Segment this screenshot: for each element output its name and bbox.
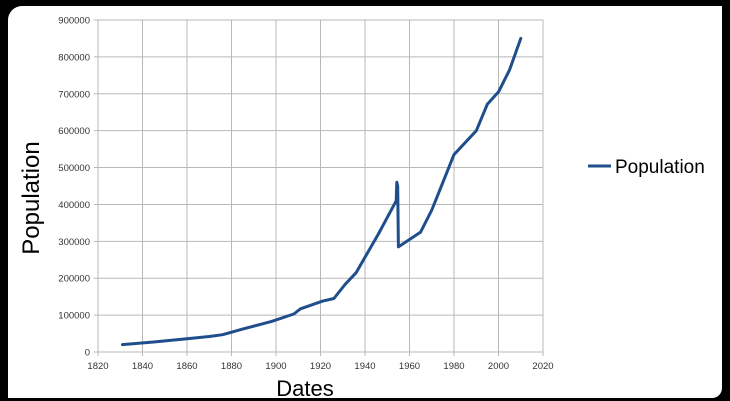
data-point <box>441 181 445 184</box>
x-tick-label: 1820 <box>87 361 108 372</box>
line-chart: 1820 1840 1860 1880 1900 1920 1940 1960 1980 2000… <box>18 16 705 399</box>
y-tick-label: 0 <box>85 348 90 359</box>
data-point <box>121 343 124 346</box>
x-axis-ticks: 1820 1840 1860 1880 1900 1920 1940 1960 1980 2000… <box>87 361 553 372</box>
data-point <box>221 333 224 336</box>
x-tick-label: 2000 <box>488 361 509 372</box>
x-tick-label: 1880 <box>221 361 242 372</box>
y-tick-label: 200000 <box>58 274 90 285</box>
y-tick-label: 500000 <box>58 163 90 174</box>
data-point <box>430 208 433 212</box>
grid-lines <box>94 19 544 356</box>
data-point <box>377 232 380 236</box>
data-point <box>321 299 324 303</box>
data-point <box>332 297 336 300</box>
data-point <box>152 340 155 344</box>
data-point <box>354 271 358 274</box>
x-tick-label: 1840 <box>132 361 153 372</box>
data-point <box>394 199 398 202</box>
data-point <box>343 283 347 286</box>
data-point <box>395 181 399 184</box>
y-axis-title: Population <box>18 141 45 254</box>
data-point <box>486 102 489 106</box>
data-point <box>475 129 478 132</box>
series-layer <box>121 36 523 347</box>
data-point <box>508 68 511 71</box>
x-tick-label: 1900 <box>265 361 286 372</box>
y-tick-label: 700000 <box>58 89 90 100</box>
data-point <box>292 312 295 316</box>
series-line-population <box>121 36 523 347</box>
data-point <box>241 327 244 331</box>
y-tick-label: 100000 <box>58 311 90 322</box>
data-point <box>397 245 400 249</box>
y-tick-label: 300000 <box>58 237 90 248</box>
data-point <box>519 37 522 40</box>
legend-label: Population <box>615 157 705 178</box>
x-tick-label: 1860 <box>176 361 197 372</box>
y-tick-label: 400000 <box>58 200 90 211</box>
y-tick-label: 900000 <box>58 16 90 27</box>
data-point <box>419 230 422 234</box>
data-point <box>497 90 500 94</box>
y-axis-ticks: 0 100000 200000 300000 400000 500000 600000 700… <box>58 16 90 359</box>
x-tick-label: 1940 <box>354 361 375 372</box>
data-point <box>299 307 302 311</box>
chart-frame: 1820 1840 1860 1880 1900 1920 1940 1960 1980 2000… <box>8 6 722 398</box>
x-tick-label: 1920 <box>310 361 331 372</box>
data-point <box>270 320 273 323</box>
x-axis-title: Dates <box>276 376 333 398</box>
data-point <box>208 335 211 338</box>
data-point <box>185 337 189 340</box>
x-tick-label: 2020 <box>532 361 553 372</box>
y-tick-label: 600000 <box>58 126 90 137</box>
x-tick-label: 1960 <box>399 361 420 372</box>
y-tick-label: 800000 <box>58 52 90 63</box>
data-point <box>452 153 456 156</box>
data-point <box>396 184 399 188</box>
legend: Population <box>588 157 705 178</box>
x-tick-label: 1980 <box>443 361 464 372</box>
